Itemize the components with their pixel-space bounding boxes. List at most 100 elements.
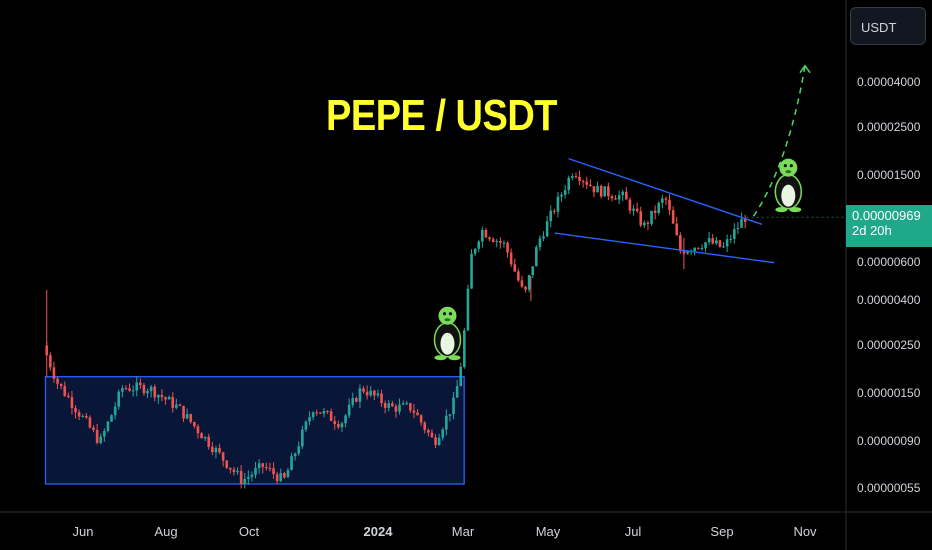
candle-body [736, 227, 740, 230]
candle-body [693, 247, 697, 251]
candle-body [560, 194, 563, 197]
candle-body [337, 424, 340, 428]
candle-body [599, 185, 603, 197]
candle-body [553, 210, 556, 212]
candle-body [283, 473, 286, 478]
candle-body [391, 403, 394, 407]
x-tick-label: Aug [154, 524, 177, 539]
candle-body [545, 221, 549, 237]
candle-body [351, 398, 355, 405]
candle-body [81, 416, 85, 418]
candle-body [218, 447, 221, 453]
candle-body [495, 240, 499, 242]
candle-body [117, 391, 121, 407]
candle-body [419, 415, 423, 423]
candle-body [635, 208, 639, 212]
x-tick-label: Oct [239, 524, 260, 539]
candle-body [556, 196, 560, 212]
x-tick-label: Nov [793, 524, 817, 539]
candle-body [398, 404, 401, 412]
candle-body [473, 248, 477, 254]
candle-body [347, 404, 351, 416]
candle-body [409, 403, 412, 411]
pepe-mascot-breakout [433, 306, 462, 361]
projection-arrow [799, 64, 811, 74]
x-tick-label: Mar [452, 524, 475, 539]
candle-body [315, 412, 319, 414]
x-tick-label: Sep [710, 524, 733, 539]
candle-body [603, 186, 607, 197]
candle-body [531, 266, 535, 276]
current-price-value: 0.00000969 [852, 208, 921, 223]
candle-body [211, 446, 214, 453]
candle-body [135, 382, 139, 391]
candle-body [63, 386, 67, 396]
candle-body [207, 436, 211, 447]
y-tick-label: 0.00000600 [857, 254, 921, 269]
candle-body [589, 184, 592, 187]
candle-body [571, 176, 574, 178]
candle-body [509, 252, 513, 265]
candle-body [459, 366, 463, 387]
candle-body [225, 460, 229, 468]
candle-body [592, 186, 596, 193]
candle-body [189, 414, 193, 423]
candle-body [711, 238, 715, 244]
candle-body [617, 195, 621, 200]
candle-body [448, 414, 452, 416]
candle-body [664, 198, 668, 200]
y-tick-label: 0.00000400 [857, 293, 921, 308]
candle-body [625, 191, 628, 200]
candle-body [290, 456, 293, 471]
currency-badge[interactable]: USDT [850, 7, 926, 45]
candle-body [293, 453, 297, 457]
candle-body [250, 474, 254, 477]
y-tick-label: 0.00000150 [857, 385, 921, 400]
candle-body [275, 474, 279, 482]
candle-body [725, 239, 729, 247]
candle-body [499, 240, 502, 243]
candle-body [182, 405, 185, 419]
candle-body [124, 388, 128, 390]
candle-body [733, 229, 736, 239]
candle-body [49, 355, 52, 368]
candle-body [362, 388, 365, 392]
candle-body [142, 385, 146, 394]
candle-body [131, 390, 135, 392]
candle-body [607, 186, 610, 197]
wedge-lower-trendline [554, 232, 775, 264]
candle-body [657, 202, 661, 213]
candle-body [92, 427, 95, 430]
candle-body [430, 432, 434, 438]
candle-body [671, 210, 675, 224]
x-tick-label: 2024 [364, 524, 394, 539]
candle-body [704, 242, 707, 249]
candle-body [175, 404, 178, 408]
candle-body [229, 467, 232, 470]
candle-body [481, 229, 484, 242]
candle-body [164, 397, 167, 400]
candle-body [614, 198, 617, 200]
candle-body [203, 436, 207, 439]
candle-body [311, 412, 315, 418]
candle-body [452, 397, 455, 415]
candle-body [257, 463, 261, 469]
candle-body [653, 210, 657, 213]
candle-body [596, 185, 599, 193]
candle-body [128, 388, 131, 391]
candle-body [715, 240, 718, 244]
pepe-mascot-current [774, 158, 803, 213]
candle-body [578, 176, 581, 182]
candle-body [477, 241, 481, 249]
candle-body [243, 478, 247, 485]
candle-body [74, 408, 77, 413]
candle-body [394, 406, 398, 412]
candle-body [376, 393, 380, 396]
candle-body [412, 410, 416, 413]
candle-body [387, 403, 391, 408]
candle-body [700, 248, 704, 250]
candle-body [416, 412, 419, 416]
candle-body [304, 421, 308, 430]
candle-body [743, 218, 747, 222]
